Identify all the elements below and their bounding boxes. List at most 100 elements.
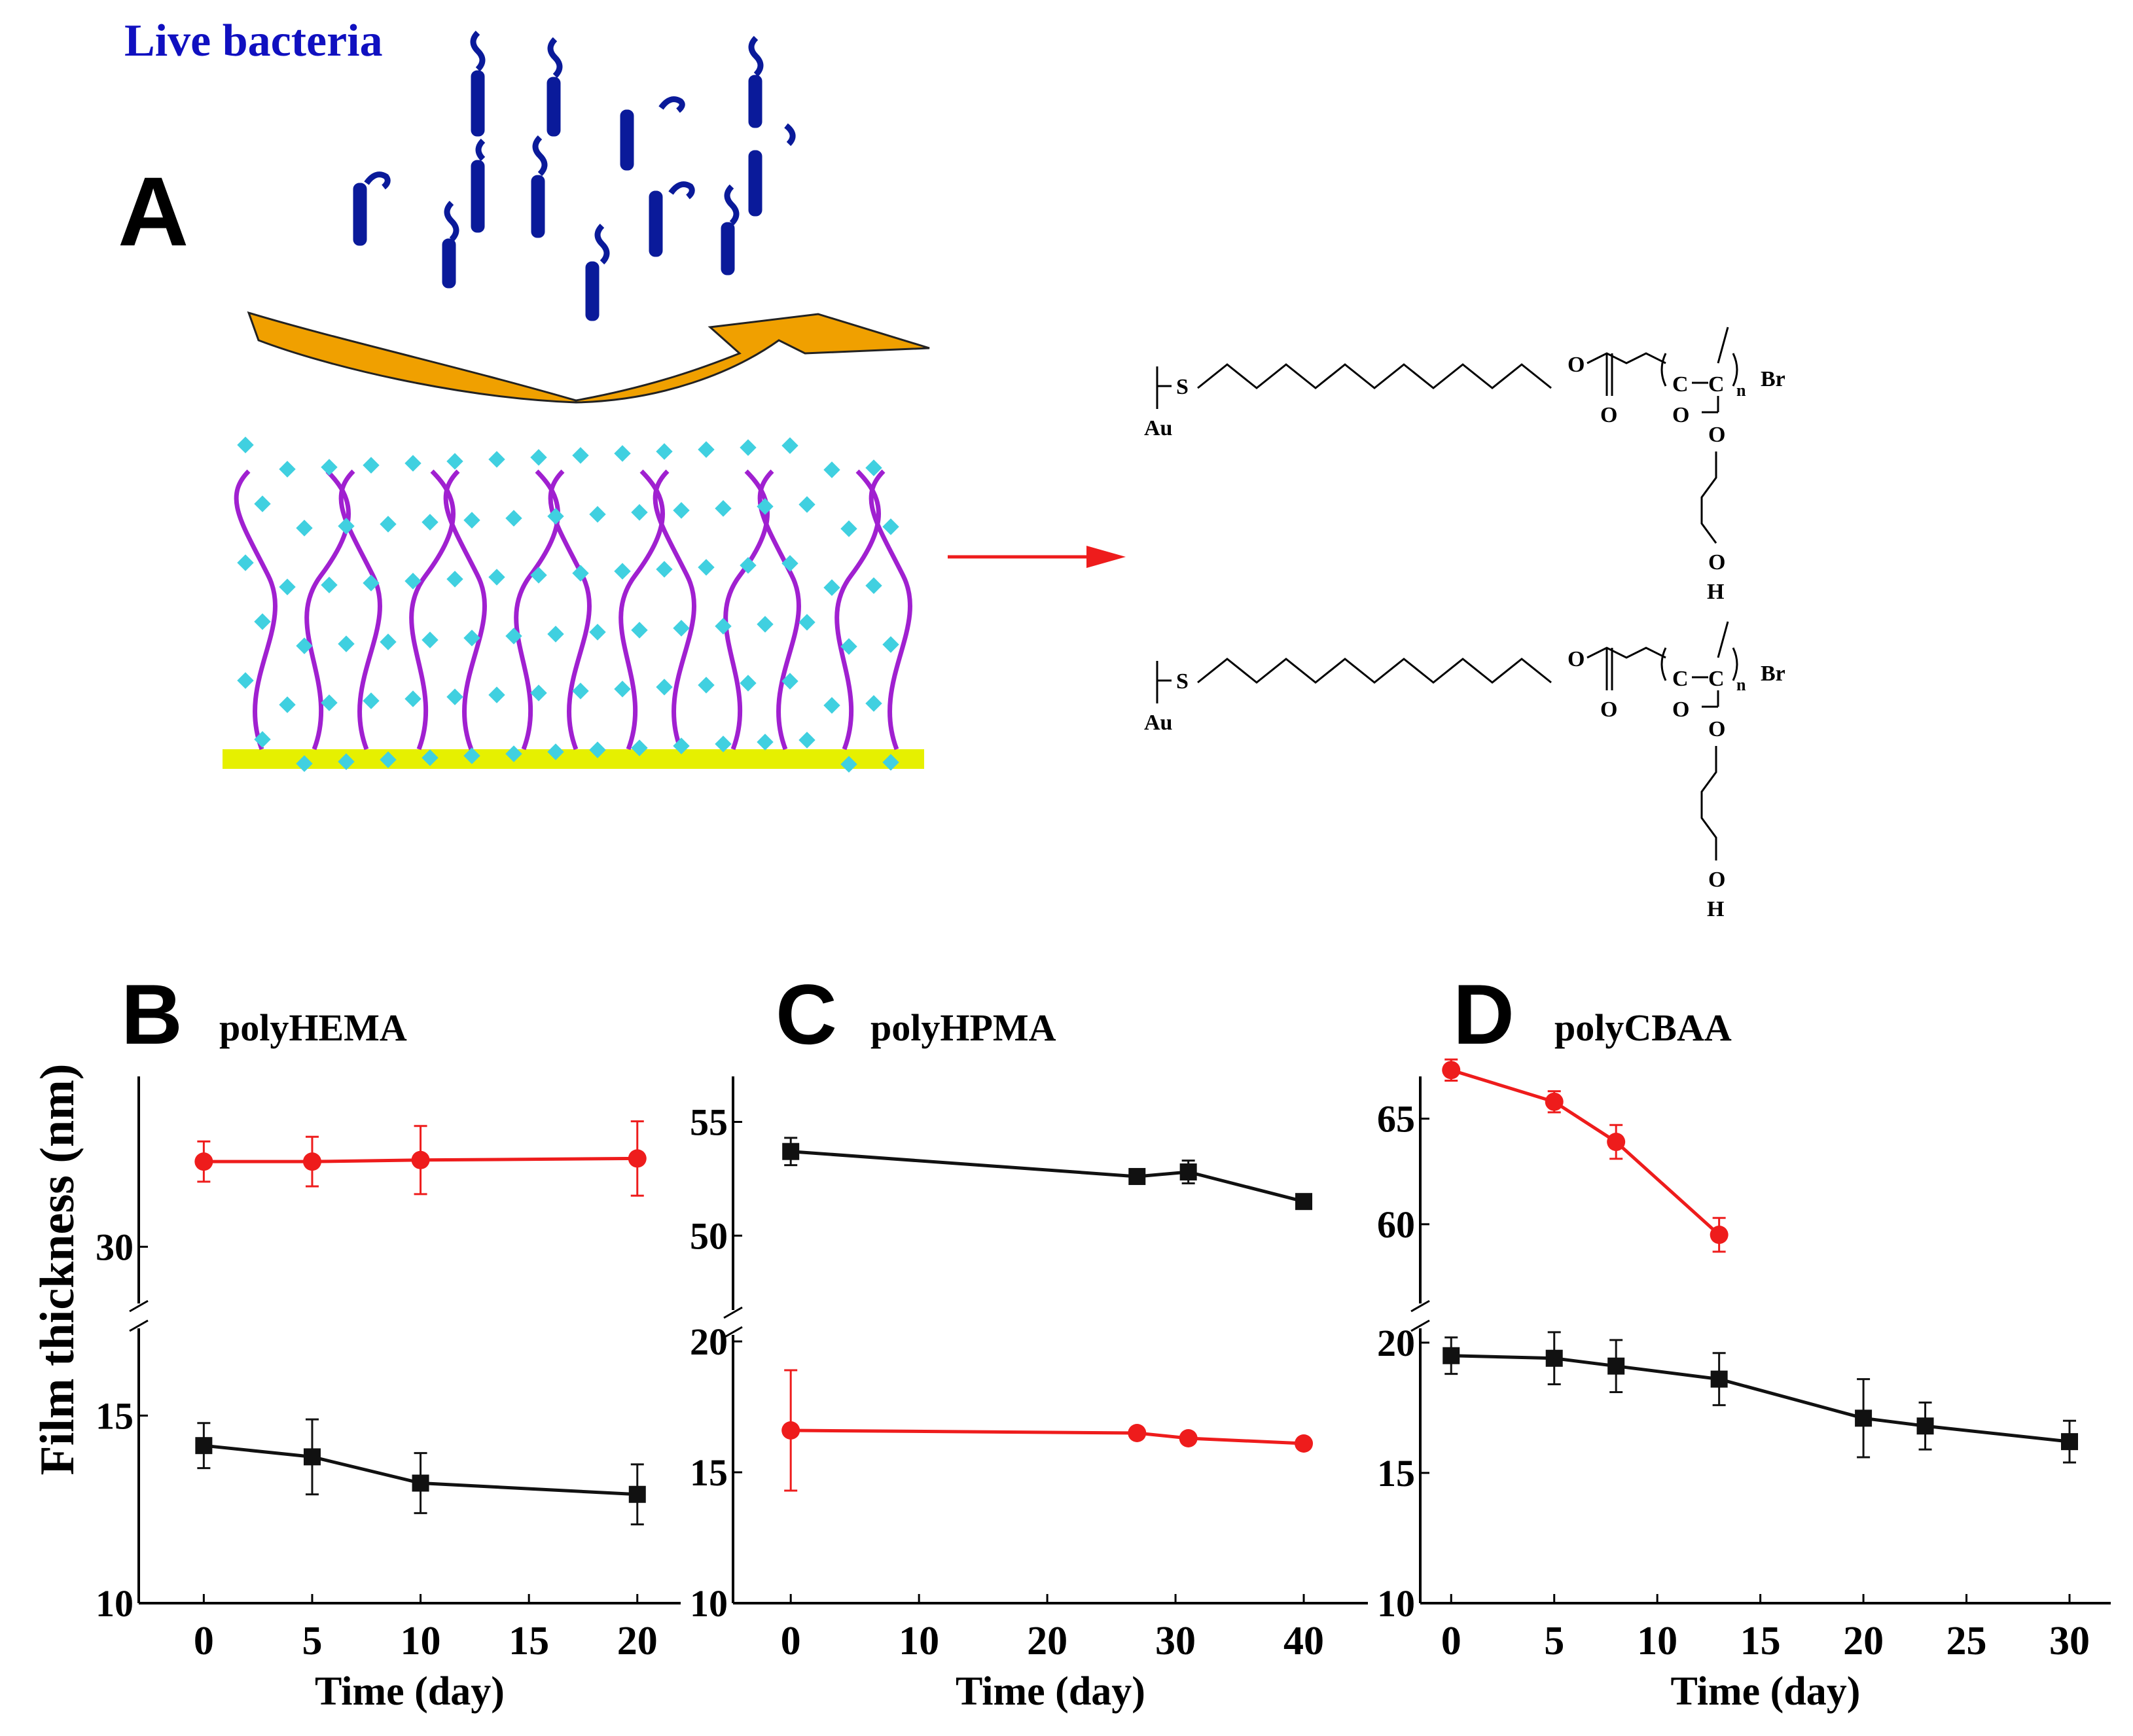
water-molecule-icon	[530, 684, 547, 701]
series-black	[1443, 1331, 2079, 1464]
polymer-chain	[869, 469, 912, 751]
data-point	[2061, 1433, 2079, 1451]
water-molecule-icon	[614, 445, 631, 462]
x-tick-label: 15	[509, 1619, 549, 1663]
bromine-end-group: Br	[1761, 367, 1785, 391]
data-point	[1295, 1434, 1314, 1453]
deflection-arrow-icon	[247, 311, 930, 404]
y-tick-label: 65	[1377, 1098, 1415, 1141]
data-point	[303, 1448, 321, 1466]
polymer-chain	[834, 469, 881, 751]
x-tick-label: 20	[1843, 1619, 1884, 1663]
water-molecule-icon	[421, 631, 439, 648]
polymer-chain	[409, 469, 456, 751]
x-tick-label: 30	[1155, 1619, 1196, 1663]
water-molecule-icon	[421, 514, 439, 531]
bacterium-icon	[585, 223, 610, 321]
data-point	[195, 1437, 213, 1455]
water-molecule-icon	[296, 520, 313, 537]
series-black	[782, 1137, 1313, 1211]
data-point	[1545, 1092, 1564, 1111]
water-molecule-icon	[572, 447, 589, 464]
water-molecule-icon	[715, 618, 732, 635]
series-red	[194, 1120, 647, 1197]
x-tick-label: 15	[1740, 1619, 1781, 1663]
polymer-chain	[653, 469, 696, 751]
bond-line	[1197, 658, 1552, 684]
y-tick-label: 15	[690, 1451, 728, 1494]
y-tick-label: 10	[1377, 1582, 1415, 1625]
water-molecule-icon	[530, 449, 547, 466]
data-point	[1545, 1349, 1563, 1367]
gold-substrate	[223, 749, 924, 769]
bacterium-icon	[471, 138, 486, 233]
bond-line	[1586, 647, 1666, 659]
live-bacteria-label: Live bacteria	[124, 16, 383, 66]
water-molecule-icon	[321, 459, 338, 476]
bromine-end-group: Br	[1761, 662, 1785, 686]
y-tick-label: 60	[1377, 1203, 1415, 1246]
water-molecule-icon	[404, 573, 421, 590]
water-molecule-icon	[279, 696, 296, 713]
water-molecule-icon	[589, 624, 606, 641]
water-molecule-icon	[673, 620, 690, 637]
bond-line	[1700, 452, 1717, 544]
water-molecule-icon	[698, 677, 715, 694]
data-point	[628, 1149, 647, 1168]
water-molecule-icon	[463, 629, 480, 647]
bacterium-icon	[470, 30, 486, 137]
water-molecule-icon	[237, 436, 254, 453]
bracket-close-icon	[1732, 353, 1738, 387]
water-molecule-icon	[446, 688, 463, 705]
water-molecule-icon	[698, 441, 715, 458]
water-molecule-icon	[547, 626, 564, 643]
hydroxyl-hydrogen: H	[1707, 580, 1724, 604]
data-point	[1607, 1133, 1626, 1152]
y-tick-label: 15	[1377, 1452, 1415, 1495]
data-point	[782, 1143, 800, 1160]
bacterium-icon	[721, 184, 740, 275]
panel-a: Live bacteria A	[118, 16, 1785, 921]
water-molecule-icon	[547, 508, 564, 525]
zoom-arrow-icon	[948, 546, 1126, 568]
repeat-index: n	[1736, 675, 1746, 694]
bond-line	[1700, 746, 1717, 860]
water-molecule-icon	[865, 695, 882, 712]
water-molecule-icon	[505, 510, 522, 527]
water-molecule-icon	[656, 443, 673, 460]
chart-title: polyHEMA	[219, 1006, 407, 1049]
axis-break-stroke	[723, 1326, 743, 1339]
water-molecule-icon	[505, 628, 522, 645]
bacterium-icon	[547, 37, 563, 137]
backbone-carbon: C	[1672, 667, 1689, 691]
backbone-carbon: C	[1672, 372, 1689, 397]
polymer-chain	[548, 469, 592, 751]
polymer-chains	[234, 469, 912, 751]
x-tick-label: 0	[781, 1619, 801, 1663]
axis-break-stroke	[129, 1319, 149, 1332]
water-molecule-icon	[757, 616, 774, 633]
x-tick-label: 20	[617, 1619, 658, 1663]
water-molecule-icon	[589, 506, 606, 523]
bracket-close-icon	[1732, 647, 1738, 681]
water-molecule-icon	[363, 575, 380, 592]
polymer-chain	[443, 469, 487, 751]
bond-line	[1717, 621, 1729, 658]
data-point	[1607, 1357, 1625, 1375]
data-point	[1710, 1370, 1728, 1388]
water-molecule-icon	[715, 500, 732, 517]
x-axis-label: Time (day)	[315, 1669, 505, 1714]
water-molecule-icon	[740, 439, 757, 456]
y-tick-label: 15	[96, 1394, 134, 1437]
x-tick-label: 30	[2049, 1619, 2090, 1663]
x-tick-label: 10	[899, 1619, 939, 1663]
chart-title: polyHPMA	[870, 1006, 1056, 1049]
data-point	[194, 1152, 213, 1171]
x-axis-label: Time (day)	[956, 1669, 1145, 1714]
water-molecule-icon	[296, 637, 313, 654]
water-molecule-icon	[488, 569, 505, 586]
data-point	[412, 1474, 429, 1492]
data-point	[1179, 1163, 1197, 1180]
